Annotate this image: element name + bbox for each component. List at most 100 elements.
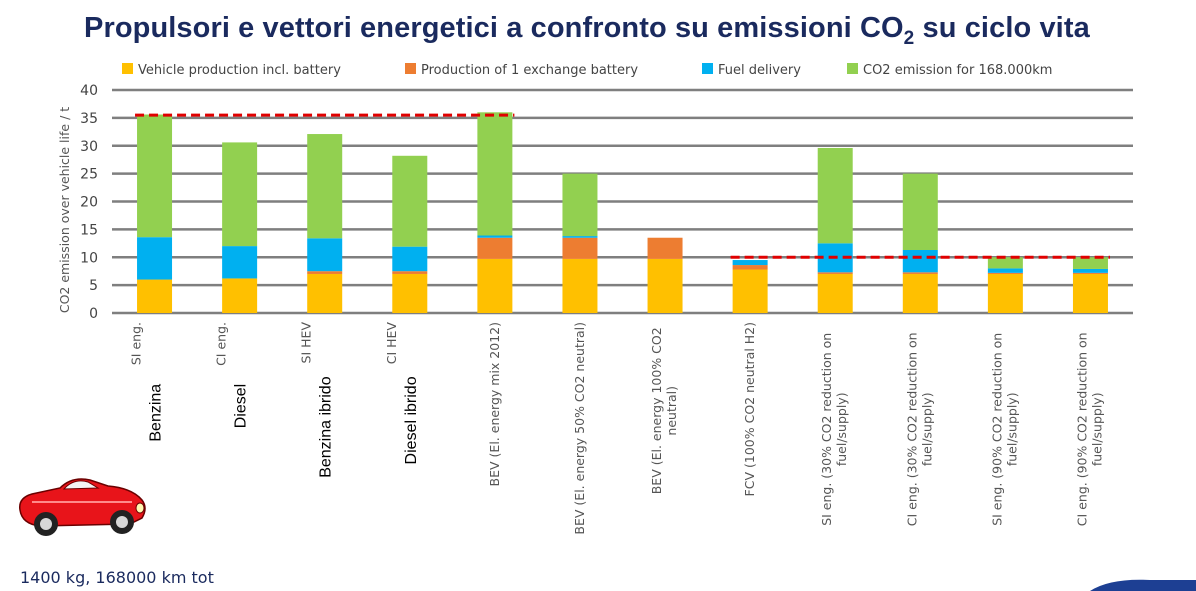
bar-segment	[137, 237, 173, 280]
bar-segment	[222, 142, 258, 247]
category-label-line: CI eng. (90% CO2 reduction on	[1074, 332, 1089, 526]
category-mainlabel: Benzina ibrido	[318, 376, 335, 478]
bar-segment	[1072, 268, 1108, 273]
bar-segment	[222, 278, 258, 313]
reference-lines	[135, 113, 1110, 259]
category-label: CI eng. (30% CO2 reduction on fuel/supply…	[904, 332, 934, 526]
bar-segment	[392, 273, 428, 313]
legend-entry: Production of 1 exchange battery	[421, 63, 638, 78]
y-axis-ticks: 0 5 10 15 20 25 30 35 40	[80, 83, 98, 322]
bar-segment	[392, 155, 428, 247]
category-label: SI HEV Benzina ibrido	[299, 322, 335, 478]
bar-segment	[987, 268, 1023, 273]
category-label-line: CI eng. (30% CO2 reduction on	[904, 332, 919, 526]
x-axis-labels: SI eng. Benzina CI eng. Diesel SI HEV Benzina…	[129, 322, 1105, 535]
bar-segment	[732, 265, 768, 270]
bar-segment	[1072, 257, 1108, 269]
category-label-line: fuel/supply)	[1089, 392, 1104, 466]
bar-segment	[732, 260, 768, 266]
category-label-line: BEV (El. energy 100% CO2	[649, 327, 664, 494]
y-tick-label: 10	[80, 250, 98, 266]
category-label: BEV (El. energy 100% CO2 neutral)	[649, 327, 679, 494]
corner-logo-fragment	[1090, 579, 1196, 591]
category-label: SI eng. (90% CO2 reduction on fuel/supply…	[989, 333, 1019, 526]
bar-segment	[987, 272, 1023, 274]
bar-segment	[647, 258, 683, 313]
bar-segment	[817, 273, 853, 313]
category-label-line: BEV (El. energy mix 2012)	[487, 322, 502, 486]
y-tick-label: 25	[80, 167, 98, 183]
bar-segment	[307, 238, 343, 272]
chart-gridlines	[112, 88, 1133, 315]
y-tick-label: 0	[89, 306, 98, 322]
legend-entry: Fuel delivery	[718, 63, 801, 78]
bar-segment	[562, 258, 598, 313]
bar-segment	[307, 134, 343, 239]
bar-segment	[222, 246, 258, 279]
bar-segment	[477, 112, 513, 236]
legend-entry: Vehicle production incl. battery	[138, 63, 341, 78]
y-tick-label: 35	[80, 111, 98, 127]
bar-segment	[562, 173, 598, 237]
bar-segment	[477, 235, 513, 238]
category-label: CI eng. (90% CO2 reduction on fuel/supply…	[1074, 332, 1104, 526]
bar-segment	[817, 272, 853, 274]
bar-segment	[1072, 273, 1108, 313]
page-title-subscript: 2	[903, 27, 915, 49]
y-tick-label: 30	[80, 139, 98, 155]
y-axis-title: CO2 emission over vehicle life / t	[57, 107, 72, 313]
category-mainlabel: Benzina	[148, 384, 165, 442]
category-mainlabel: Diesel	[233, 384, 250, 428]
bar-segment	[562, 237, 598, 259]
red-convertible-car-icon	[19, 478, 146, 536]
bar-segment	[1072, 272, 1108, 274]
bar-segment	[902, 272, 938, 274]
bar-segment	[987, 273, 1023, 313]
category-label-line: neutral)	[664, 386, 679, 436]
bar-segment	[307, 273, 343, 313]
bar-segment	[732, 269, 768, 313]
legend-entry: CO2 emission for 168.000km	[863, 63, 1052, 78]
category-label: BEV (El. energy mix 2012)	[487, 322, 502, 486]
bar-segment	[392, 271, 428, 274]
bar-segment	[902, 273, 938, 313]
y-tick-label: 40	[80, 83, 98, 99]
category-label-line: SI eng. (90% CO2 reduction on	[989, 333, 1004, 526]
page-title: Propulsori e vettori energetici a confro…	[84, 12, 1090, 50]
category-label-line: BEV (El. energy 50% CO2 neutral)	[572, 322, 587, 535]
category-label-line: SI eng. (30% CO2 reduction on	[819, 333, 834, 526]
footer-note: 1400 kg, 168000 km tot	[20, 568, 214, 587]
category-sublabel: SI HEV	[299, 322, 314, 364]
bar-segment	[137, 114, 173, 238]
bar-segment	[817, 147, 853, 244]
bar-segment	[477, 258, 513, 313]
category-label: SI eng. Benzina	[129, 322, 165, 442]
bar-segment	[987, 257, 1023, 269]
category-label-line: fuel/supply)	[1004, 392, 1019, 466]
chart-bars	[137, 112, 1108, 313]
category-label-line: fuel/supply)	[919, 392, 934, 466]
bar-segment	[137, 279, 173, 313]
category-label: BEV (El. energy 50% CO2 neutral)	[572, 322, 587, 535]
y-tick-label: 15	[80, 222, 98, 238]
category-label: SI eng. (30% CO2 reduction on fuel/supply…	[819, 333, 849, 526]
bar-segment	[902, 250, 938, 273]
bar-segment	[562, 236, 598, 238]
category-label-line: FCV (100% CO2 neutral H2)	[742, 322, 757, 496]
category-sublabel: CI HEV	[384, 322, 399, 365]
category-label: FCV (100% CO2 neutral H2)	[742, 322, 757, 496]
category-label-line: fuel/supply)	[834, 392, 849, 466]
page-title-main: Propulsori e vettori energetici a confro…	[84, 12, 904, 44]
bar-segment	[392, 246, 428, 272]
bar-segment	[902, 173, 938, 251]
legend-swatch	[702, 63, 713, 74]
legend-swatch	[847, 63, 858, 74]
bar-segment	[477, 237, 513, 259]
chart-legend: Vehicle production incl. battery Producti…	[122, 63, 1052, 78]
category-sublabel: SI eng.	[129, 322, 144, 365]
category-label: CI HEV Diesel ibrido	[384, 322, 420, 465]
category-mainlabel: Diesel ibrido	[403, 376, 420, 464]
category-label: CI eng. Diesel	[214, 322, 250, 428]
y-tick-label: 5	[89, 278, 98, 294]
